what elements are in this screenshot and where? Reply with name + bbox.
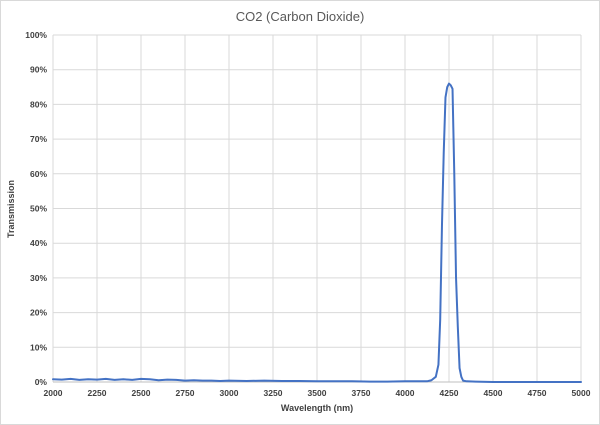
x-tick-label: 2250 — [88, 388, 107, 398]
x-axis-title: Wavelength (nm) — [280, 403, 354, 413]
y-tick-label: 40% — [30, 238, 47, 248]
y-tick-labels: 0% 10% 20% 30% 40% 50% 60% 70% 80% 90% 100% — [25, 30, 47, 387]
x-tick-labels: 2000 2250 2500 2750 3000 3250 3500 3750 4000 4250… — [44, 388, 591, 398]
y-tick-label: 0% — [35, 377, 48, 387]
x-tick-label: 5000 — [572, 388, 591, 398]
gridlines — [52, 34, 582, 383]
series-layer — [52, 82, 582, 383]
chart-title: CO2 (Carbon Dioxide) — [235, 9, 365, 24]
y-tick-label: 30% — [30, 273, 47, 283]
x-tick-label: 4250 — [440, 388, 459, 398]
series-line-transmission — [52, 82, 582, 383]
y-tick-label: 60% — [30, 169, 47, 179]
x-tick-label: 4000 — [396, 388, 415, 398]
x-tick-label: 3500 — [308, 388, 327, 398]
x-tick-label: 2750 — [176, 388, 195, 398]
x-tick-label: 2000 — [44, 388, 63, 398]
y-tick-label: 100% — [25, 30, 47, 40]
x-tick-label: 3000 — [220, 388, 239, 398]
y-tick-label: 70% — [30, 134, 47, 144]
y-tick-label: 80% — [30, 99, 47, 109]
x-tick-label: 3750 — [352, 388, 371, 398]
y-tick-label: 50% — [30, 204, 47, 214]
x-tick-label: 4500 — [484, 388, 503, 398]
x-tick-label: 4750 — [528, 388, 547, 398]
y-tick-label: 90% — [30, 65, 47, 75]
y-tick-label: 20% — [30, 308, 47, 318]
x-tick-label: 3250 — [264, 388, 283, 398]
x-tick-label: 2500 — [132, 388, 151, 398]
y-tick-label: 10% — [30, 342, 47, 352]
